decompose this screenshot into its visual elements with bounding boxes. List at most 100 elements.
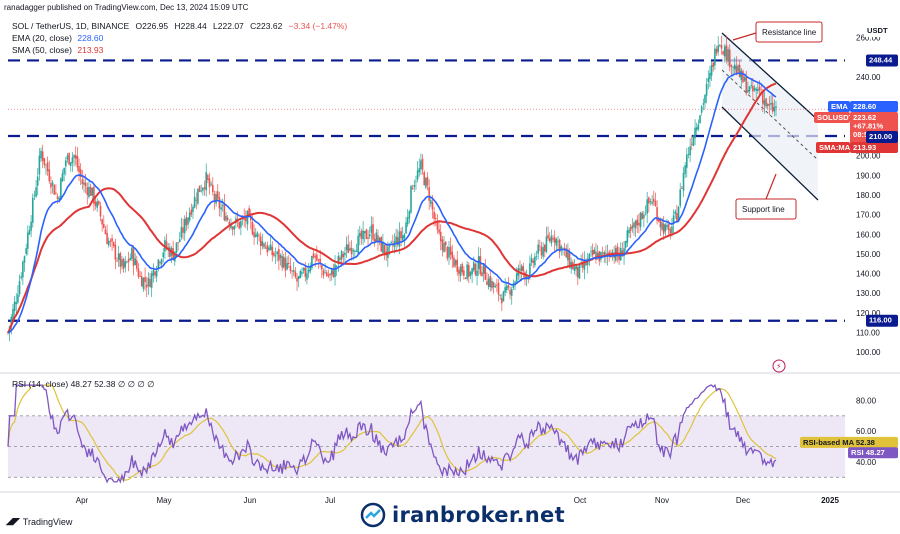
candle-body [86, 187, 89, 195]
candle-body [547, 234, 549, 239]
candle-body [656, 207, 658, 221]
level-210-tag[interactable]: 210.00 [866, 130, 898, 143]
candle-body [715, 48, 718, 54]
candle-body [36, 176, 39, 186]
candle-body [636, 219, 639, 226]
candle-body [88, 186, 90, 197]
candle-body [278, 249, 280, 261]
candle-body [60, 178, 62, 201]
candle-body [274, 255, 277, 257]
candle-body [13, 301, 16, 311]
symbol-label[interactable]: SOL / TetherUS, 1D, BINANCE [12, 21, 130, 31]
candle-body [202, 187, 204, 191]
tradingview-logo[interactable]: ◢◤ TradingView [6, 516, 72, 527]
ema-name-tag[interactable]: EMA [828, 101, 850, 112]
level-210-tag-bg [866, 130, 898, 143]
candle-body [674, 211, 677, 215]
candle-body [76, 155, 79, 168]
candle-body [707, 78, 710, 82]
legend-ema[interactable]: EMA (20, close) 228.60 [12, 33, 103, 43]
candle-body [223, 203, 226, 221]
candle-body [253, 232, 255, 238]
candle-body [672, 215, 675, 225]
candle-body [65, 160, 67, 167]
candle-body [474, 264, 477, 275]
legend-sma[interactable]: SMA (50, close) 213.93 [12, 45, 103, 55]
candle-body [198, 185, 201, 192]
candle-body [712, 62, 715, 67]
candle-body [319, 258, 321, 264]
candle-body [228, 221, 231, 226]
candle-body [411, 187, 414, 190]
candle-body [46, 162, 49, 172]
candle-body [662, 223, 665, 234]
candle-body [117, 253, 120, 260]
candle-body [583, 260, 586, 270]
candle-body [354, 250, 356, 252]
candle-body [144, 276, 146, 283]
candle-body [233, 225, 236, 230]
candle-body [357, 235, 359, 254]
candle-body [449, 246, 452, 255]
ema-value-tag[interactable]: 228.60 [850, 101, 898, 112]
rsi-value-tag[interactable]: RSI 48.27 [848, 447, 898, 459]
price-tick-label: 120.00 [856, 309, 881, 318]
candle-body [53, 184, 56, 195]
candle-body [638, 222, 640, 226]
rsi-value-tag-bg [848, 447, 898, 459]
candle-body [699, 115, 701, 124]
candle-body [58, 197, 60, 200]
solusdt-name-tag[interactable]: SOLUSDT [814, 112, 854, 123]
ema-20-line [7, 72, 777, 334]
level-116-tag[interactable]: 116.00 [866, 314, 898, 327]
candle-body [730, 65, 733, 67]
candle-body [294, 271, 297, 278]
candle-body [91, 187, 94, 196]
candle-body [334, 264, 336, 277]
candle-body [502, 291, 505, 302]
candle-body [558, 239, 561, 253]
level-248-tag[interactable]: 248.44 [866, 54, 898, 67]
candle-body [337, 255, 340, 265]
candle-body [428, 187, 430, 201]
rsi-ma-tag[interactable]: RSI-based MA 52.38 [800, 436, 898, 448]
candle-body [40, 150, 42, 159]
candle-body [530, 258, 533, 263]
candle-body [271, 246, 274, 256]
candle-body [254, 234, 257, 237]
sma-value-tag[interactable]: 213.93 [850, 142, 898, 153]
candle-body [74, 155, 77, 159]
candle-body [633, 222, 635, 228]
candle-body [702, 103, 705, 105]
candle-body [231, 226, 234, 230]
candle-body [555, 239, 558, 246]
candle-body [761, 91, 764, 104]
candle-body [482, 264, 485, 274]
candle-body [152, 270, 155, 276]
candle-body [382, 242, 384, 253]
candle-body [175, 242, 178, 253]
candle-body [106, 232, 108, 245]
candle-body [453, 257, 455, 267]
candle-body [124, 261, 127, 268]
sma-name-tag[interactable]: SMA:MA [816, 142, 851, 153]
candle-body [469, 271, 472, 276]
candle-body [78, 166, 80, 173]
publish-text: ranadagger published on TradingView.com,… [4, 3, 249, 12]
candle-body [15, 302, 18, 305]
candle-body [150, 273, 153, 288]
resistance-callout-box [755, 21, 823, 43]
candle-body [256, 232, 259, 237]
candle-body [377, 235, 379, 243]
candle-body [479, 256, 482, 274]
candle-body [458, 269, 460, 274]
candle-body [200, 190, 203, 192]
candle-body [218, 197, 221, 209]
candle-body [25, 248, 27, 254]
currency-tag[interactable]: USDT [864, 25, 898, 37]
candle-body [327, 274, 330, 277]
candle-body [578, 264, 581, 279]
candle-body [682, 172, 685, 191]
lightning-icon[interactable]: ⚡ [772, 359, 786, 373]
candle-body [426, 176, 429, 186]
